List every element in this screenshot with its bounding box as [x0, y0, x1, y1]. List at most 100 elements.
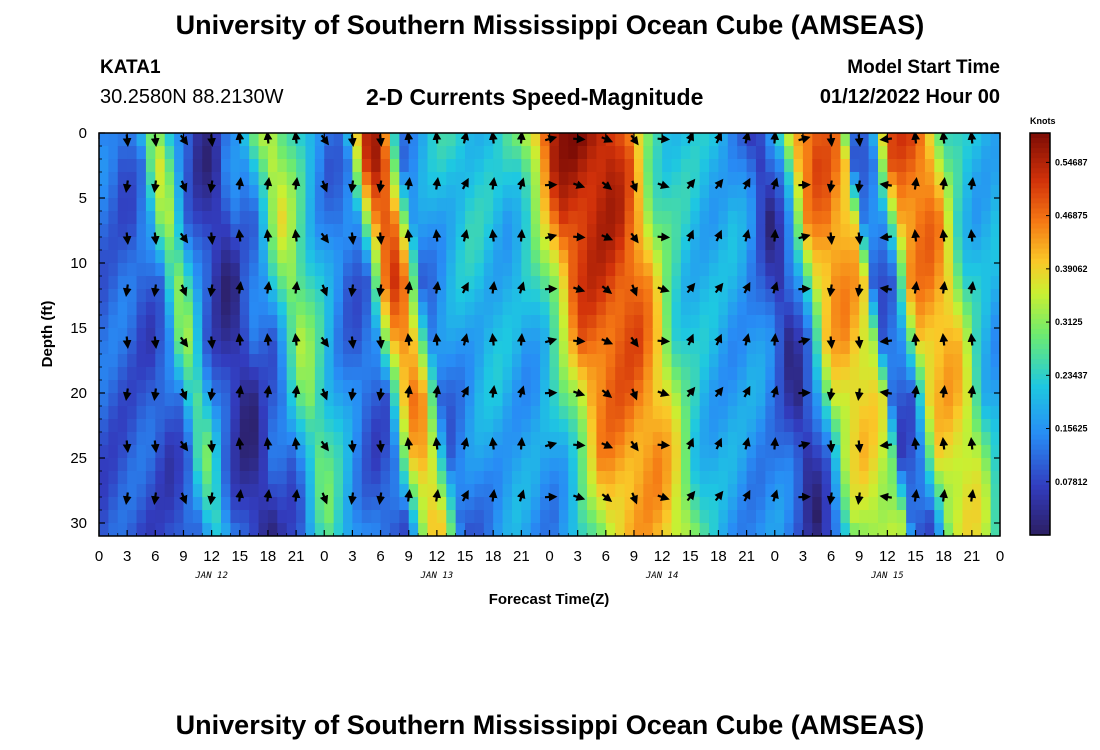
heatmap-cell — [906, 159, 917, 173]
heatmap-cell — [493, 224, 504, 238]
heatmap-cell — [971, 432, 982, 446]
heatmap-cell — [906, 133, 917, 147]
heatmap-cell — [436, 250, 447, 264]
heatmap-cell — [577, 276, 588, 290]
heatmap-cell — [446, 276, 457, 290]
heatmap-cell — [511, 198, 522, 212]
heatmap-cell — [314, 159, 325, 173]
heatmap-cell — [239, 367, 250, 381]
heatmap-cell — [821, 432, 832, 446]
heatmap-cell — [643, 315, 654, 329]
heatmap-cell — [267, 172, 278, 186]
heatmap-cell — [502, 276, 513, 290]
colorbar-segment — [1030, 283, 1050, 290]
heatmap-cell — [915, 172, 926, 186]
heatmap-cell — [474, 237, 485, 251]
heatmap-cell — [587, 302, 598, 316]
heatmap-cell — [286, 133, 297, 147]
heatmap-cell — [849, 224, 860, 238]
heatmap-cell — [821, 263, 832, 277]
heatmap-cell — [680, 224, 691, 238]
heatmap-cell — [389, 354, 400, 368]
heatmap-cell — [183, 458, 194, 472]
heatmap-cell — [840, 289, 851, 303]
heatmap-cell — [549, 497, 560, 511]
heatmap-cell — [605, 419, 616, 433]
heatmap-cell — [990, 341, 1000, 355]
heatmap-cell — [812, 497, 823, 511]
heatmap-cell — [812, 211, 823, 225]
heatmap-cell — [802, 276, 813, 290]
heatmap-cell — [962, 406, 973, 420]
heatmap-cell — [183, 419, 194, 433]
heatmap-cell — [493, 198, 504, 212]
heatmap-cell — [117, 250, 128, 264]
heatmap-cell — [718, 211, 729, 225]
heatmap-cell — [737, 484, 748, 498]
heatmap-cell — [840, 224, 851, 238]
heatmap-cell — [774, 237, 785, 251]
heatmap-cell — [943, 198, 954, 212]
heatmap-cell — [249, 302, 260, 316]
heatmap-cell — [859, 159, 870, 173]
heatmap-cell — [530, 354, 541, 368]
heatmap-cell — [427, 406, 438, 420]
heatmap-cell — [577, 198, 588, 212]
heatmap-cell — [493, 354, 504, 368]
heatmap-cell — [145, 185, 156, 199]
heatmap-cell — [737, 510, 748, 524]
heatmap-cell — [971, 471, 982, 485]
heatmap-cell — [183, 224, 194, 238]
heatmap-cell — [183, 250, 194, 264]
colorbar-segment — [1030, 228, 1050, 235]
heatmap-cell — [793, 406, 804, 420]
heatmap-cell — [831, 172, 842, 186]
colorbar-segment — [1030, 464, 1050, 471]
heatmap-cell — [493, 432, 504, 446]
heatmap-cell — [699, 510, 710, 524]
heatmap-cell — [821, 497, 832, 511]
heatmap-cell — [164, 484, 175, 498]
current-arrow — [939, 177, 948, 190]
heatmap-cell — [709, 367, 720, 381]
heatmap-cell — [633, 250, 644, 264]
heatmap-cell — [981, 510, 992, 524]
heatmap-cell — [211, 159, 222, 173]
heatmap-cell — [465, 471, 476, 485]
heatmap-cell — [127, 289, 138, 303]
heatmap-cell — [793, 172, 804, 186]
heatmap-cell — [887, 172, 898, 186]
heatmap-cell — [896, 432, 907, 446]
heatmap-cell — [821, 159, 832, 173]
heatmap-cell — [117, 185, 128, 199]
heatmap-cell — [502, 510, 513, 524]
heatmap-cell — [549, 523, 560, 536]
y-tick-label: 30 — [70, 515, 87, 532]
heatmap-cell — [755, 484, 766, 498]
heatmap-cell — [108, 445, 119, 459]
current-arrow — [151, 284, 160, 297]
heatmap-cell — [239, 172, 250, 186]
heatmap-cell — [859, 289, 870, 303]
heatmap-cell — [314, 172, 325, 186]
heatmap-cell — [755, 419, 766, 433]
heatmap-cell — [314, 432, 325, 446]
heatmap-cell — [511, 367, 522, 381]
colorbar-segment — [1030, 379, 1050, 385]
heatmap-cell — [446, 341, 457, 355]
current-arrow — [714, 386, 724, 398]
heatmap-cell — [296, 484, 307, 498]
heatmap-cell — [258, 328, 269, 342]
heatmap-cell — [709, 198, 720, 212]
heatmap-cell — [558, 393, 569, 407]
heatmap-cell — [230, 367, 241, 381]
heatmap-cell — [314, 263, 325, 277]
heatmap-cell — [887, 302, 898, 316]
heatmap-cell — [296, 250, 307, 264]
colorbar-segment — [1030, 339, 1050, 345]
heatmap-cell — [436, 380, 447, 394]
heatmap-cell — [446, 354, 457, 368]
heatmap-cell — [962, 458, 973, 472]
heatmap-cell — [99, 263, 109, 277]
heatmap-cell — [549, 211, 560, 225]
